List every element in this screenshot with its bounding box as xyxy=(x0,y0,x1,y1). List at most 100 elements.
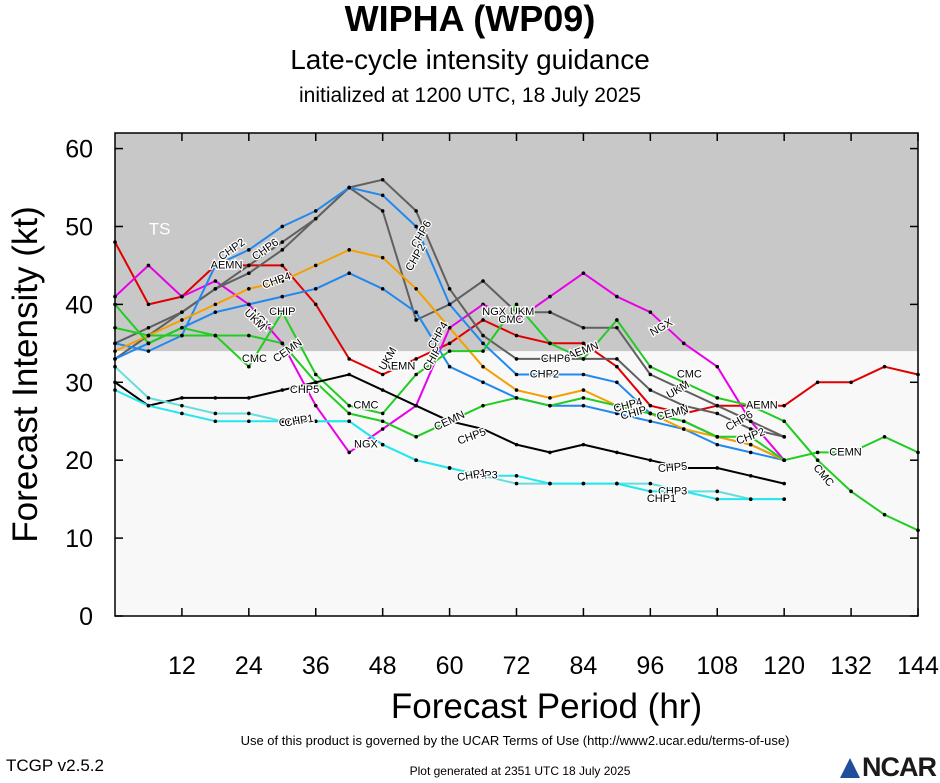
data-point-chp6 xyxy=(247,263,251,268)
data-point-cmc xyxy=(280,310,285,314)
data-point-chp4 xyxy=(180,318,184,322)
data-point-chp1 xyxy=(213,419,218,424)
data-point-cmc xyxy=(180,325,184,330)
data-point-chp1 xyxy=(414,458,418,462)
data-point-chp5 xyxy=(514,442,519,447)
data-point-ngx xyxy=(581,271,586,276)
data-point-ukm xyxy=(380,209,385,213)
data-point-aemn xyxy=(849,380,853,385)
data-point-cemn xyxy=(481,403,485,408)
data-point-chp2 xyxy=(514,372,519,377)
data-point-aemn xyxy=(481,318,485,322)
data-point-chp5 xyxy=(481,427,485,431)
data-point-chp4 xyxy=(280,279,285,283)
x-tick-label: 96 xyxy=(636,652,664,680)
data-point-cmc xyxy=(313,372,318,377)
series-label-chp1: CHP1 xyxy=(647,493,676,505)
data-point-ngx xyxy=(615,294,619,299)
data-point-chp2 xyxy=(481,341,485,346)
data-point-cemn xyxy=(648,411,653,416)
data-point-cemn xyxy=(782,458,786,462)
data-point-chip xyxy=(347,271,352,276)
data-point-cmc xyxy=(882,512,887,517)
data-point-chip xyxy=(280,294,285,299)
data-point-chp1 xyxy=(481,473,485,478)
data-point-aemn xyxy=(514,333,519,338)
data-point-chp6 xyxy=(280,240,285,244)
data-point-aemn xyxy=(648,403,653,408)
x-axis-title: Forecast Period (hr) xyxy=(391,687,702,726)
data-point-chp6 xyxy=(180,310,184,314)
x-tick-label: 72 xyxy=(503,652,531,680)
data-point-cmc xyxy=(648,364,653,369)
data-point-chp1 xyxy=(514,473,519,478)
data-point-aemn xyxy=(414,357,418,361)
series-label-cmc: CMC xyxy=(353,400,378,412)
data-point-cemn xyxy=(882,435,887,439)
x-tick-label: 144 xyxy=(897,652,939,680)
data-point-chip xyxy=(615,411,619,416)
data-point-cmc xyxy=(715,396,720,400)
series-label-chp6: CHP6 xyxy=(541,353,570,365)
data-point-chp4 xyxy=(447,325,452,330)
data-point-chp1 xyxy=(615,481,619,486)
data-point-chp5 xyxy=(380,388,385,392)
x-tick-label: 12 xyxy=(168,652,196,680)
data-point-chp6 xyxy=(514,357,519,361)
data-point-chp1 xyxy=(748,497,753,501)
data-point-aemn xyxy=(681,411,686,416)
data-point-chp2 xyxy=(380,193,385,198)
series-label-chip: CHIP xyxy=(269,306,295,318)
data-point-chp6 xyxy=(313,216,318,221)
data-point-chip xyxy=(380,287,385,291)
data-point-ngx xyxy=(313,403,318,408)
data-point-chp6 xyxy=(213,287,218,291)
data-point-cemn xyxy=(715,435,720,439)
data-point-cemn xyxy=(380,419,385,424)
data-point-cemn xyxy=(681,419,686,424)
x-tick-label: 84 xyxy=(570,652,598,680)
data-point-cemn xyxy=(414,435,418,439)
data-point-chp2 xyxy=(581,372,586,377)
x-tick-label: 60 xyxy=(436,652,464,680)
x-tick-label: 48 xyxy=(369,652,397,680)
data-point-aemn xyxy=(447,341,452,346)
ncar-logo-icon xyxy=(840,758,860,778)
data-point-chp4 xyxy=(247,287,251,291)
data-point-chp4 xyxy=(313,263,318,268)
data-point-chp4 xyxy=(347,248,352,252)
y-tick-label: 40 xyxy=(65,291,93,319)
data-point-aemn xyxy=(380,372,385,377)
data-point-cmc xyxy=(447,349,452,353)
y-tick-label: 30 xyxy=(65,369,93,397)
data-point-aemn xyxy=(313,302,318,307)
chart-title: WIPHA (WP09) xyxy=(344,0,596,39)
data-point-cmc xyxy=(681,380,686,385)
data-point-chp1 xyxy=(280,419,285,424)
data-point-chp1 xyxy=(146,403,151,408)
version-label: TCGP v2.5.2 xyxy=(6,756,104,775)
data-point-chp4 xyxy=(581,388,586,392)
y-tick-label: 20 xyxy=(65,447,93,475)
data-point-ngx xyxy=(180,294,184,299)
data-point-ngx xyxy=(681,341,686,346)
data-point-cemn xyxy=(146,333,151,338)
data-point-chip xyxy=(213,310,218,314)
data-point-chp1 xyxy=(715,497,720,501)
data-point-chp1 xyxy=(180,411,184,416)
data-point-cmc xyxy=(213,333,218,338)
data-point-cmc xyxy=(514,302,519,307)
data-point-chip xyxy=(447,364,452,369)
data-point-chp2 xyxy=(414,224,418,229)
series-label-aemn: AEMN xyxy=(211,259,243,271)
data-point-cemn xyxy=(548,403,552,408)
data-point-chp6 xyxy=(615,357,619,361)
data-point-cmc xyxy=(247,364,251,369)
data-point-cmc xyxy=(146,341,151,346)
data-point-chp4 xyxy=(481,364,485,369)
data-point-chip xyxy=(414,310,418,314)
data-point-chp5 xyxy=(280,388,285,392)
data-point-chp2 xyxy=(280,224,285,229)
data-point-ngx xyxy=(548,294,552,299)
data-point-chp6 xyxy=(447,287,452,291)
